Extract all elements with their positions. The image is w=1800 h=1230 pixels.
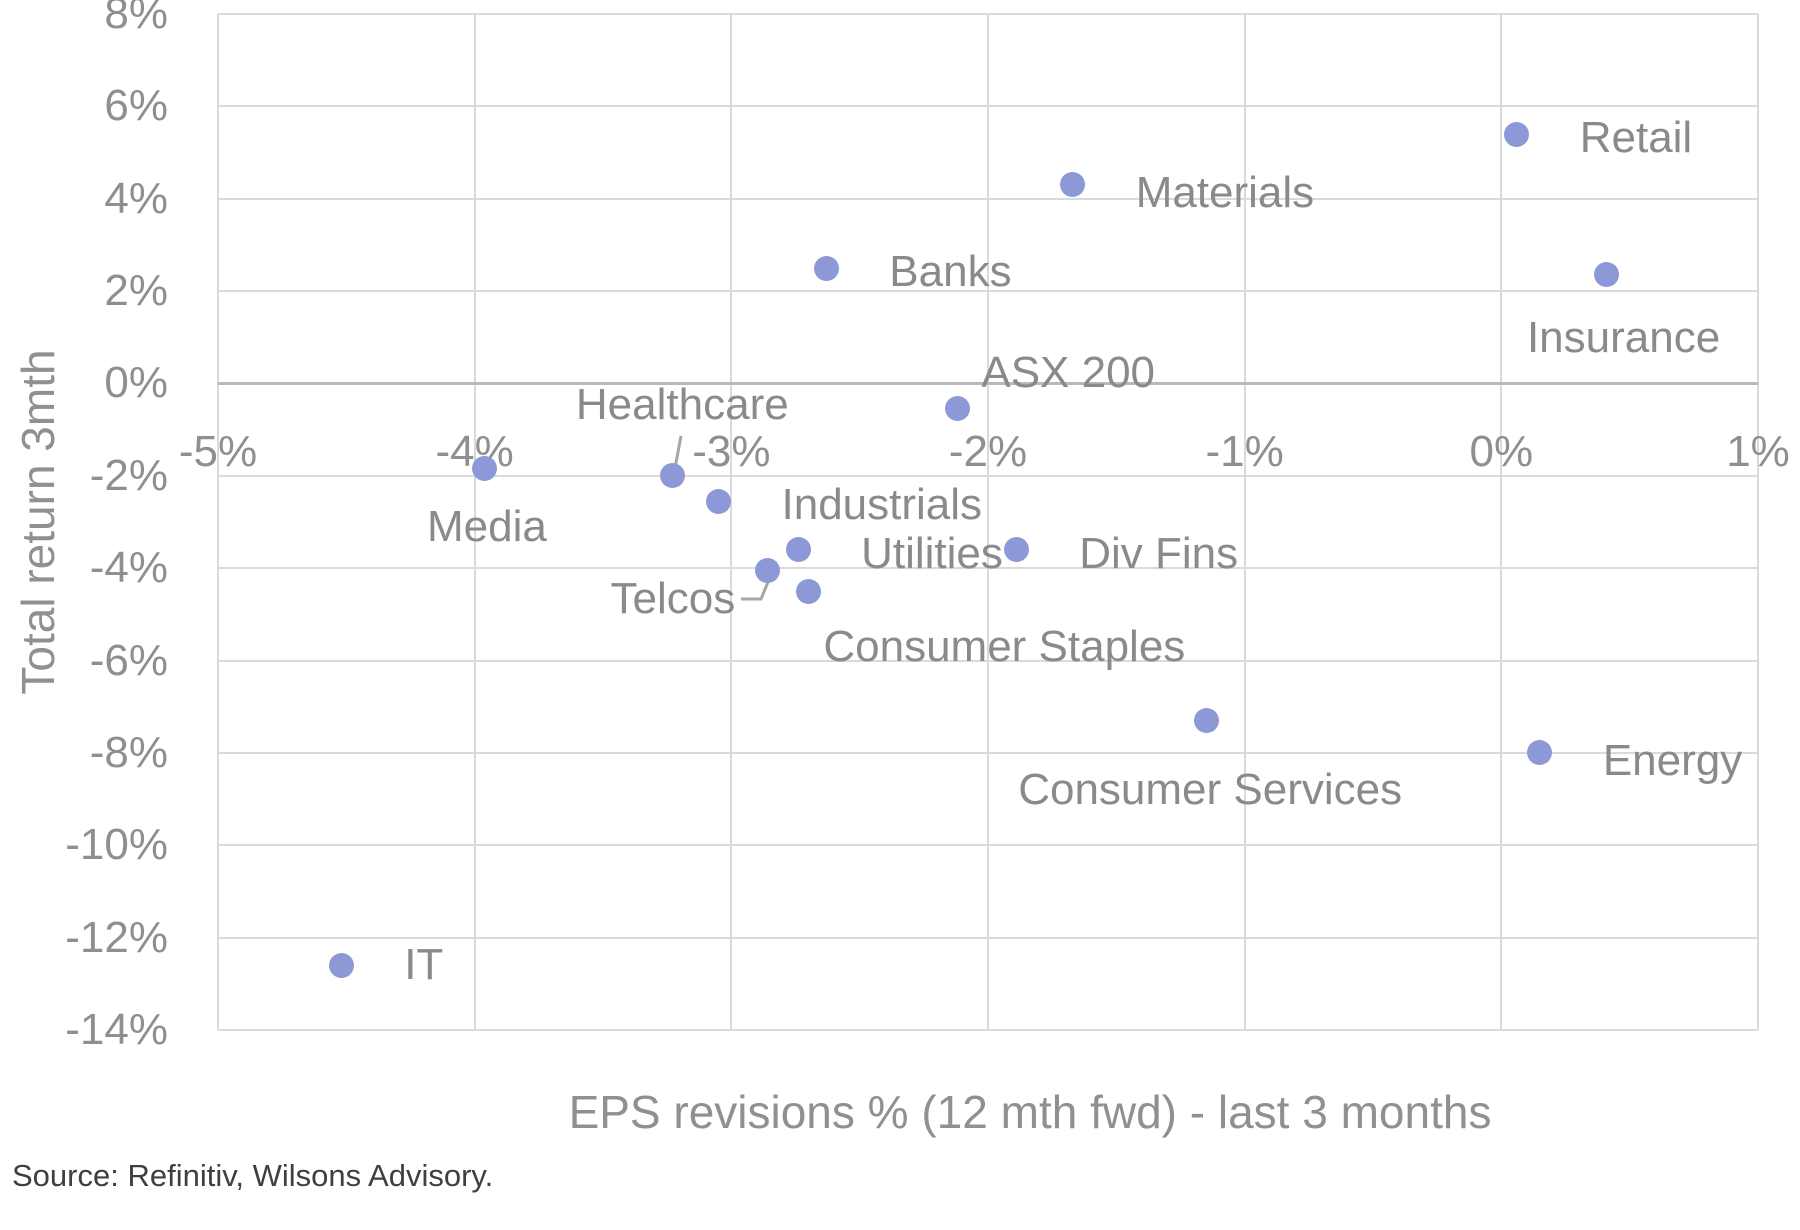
gridline-y--6 bbox=[218, 659, 1758, 662]
data-point-energy bbox=[1527, 740, 1553, 766]
point-label-div-fins: Div Fins bbox=[1079, 528, 1239, 578]
gridline-x-1 bbox=[1757, 14, 1759, 1030]
x-tick-label-1: 1% bbox=[1726, 427, 1790, 476]
data-point-telcos bbox=[754, 557, 780, 583]
data-point-asx-200 bbox=[944, 396, 970, 422]
gridline-y--12 bbox=[218, 936, 1758, 939]
gridline-x--1 bbox=[1243, 14, 1246, 1030]
y-tick-label--12: -12% bbox=[65, 912, 168, 962]
y-tick-label--2: -2% bbox=[89, 450, 168, 500]
data-point-retail bbox=[1504, 121, 1530, 147]
data-point-industrials bbox=[706, 488, 731, 514]
point-label-retail: Retail bbox=[1579, 113, 1693, 163]
gridline-y--8 bbox=[218, 751, 1758, 754]
y-tick-label--14: -14% bbox=[65, 1005, 168, 1054]
x-tick-label--1: -1% bbox=[1205, 427, 1284, 476]
point-label-insurance: Insurance bbox=[1526, 312, 1721, 362]
x-axis-title: EPS revisions % (12 mth fwd) - last 3 mo… bbox=[568, 1086, 1492, 1138]
point-label-energy: Energy bbox=[1602, 735, 1743, 785]
healthcare-leader bbox=[673, 435, 683, 469]
source-note: Source: Refinitiv, Wilsons Advisory. bbox=[12, 1158, 494, 1193]
y-tick-label-4: 4% bbox=[104, 173, 168, 223]
gridline-y-2 bbox=[218, 290, 1758, 293]
data-point-materials bbox=[1060, 172, 1086, 198]
y-tick-label--8: -8% bbox=[89, 727, 168, 777]
x-tick-label-0: 0% bbox=[1469, 427, 1534, 476]
gridline-x-0 bbox=[1500, 14, 1503, 1030]
gridline-y-4 bbox=[218, 197, 1758, 200]
point-label-telcos: Telcos bbox=[610, 574, 736, 624]
data-point-it bbox=[328, 952, 354, 978]
y-tick-label--10: -10% bbox=[65, 820, 168, 870]
data-point-consumer-staples bbox=[795, 578, 821, 604]
gridline-y--14 bbox=[218, 1029, 1758, 1031]
gridline-x--2 bbox=[987, 14, 989, 1030]
x-tick-label--3: -3% bbox=[692, 427, 771, 476]
gridline-y--10 bbox=[218, 844, 1758, 847]
gridline-y-8 bbox=[218, 13, 1758, 15]
x-tick-label--2: -2% bbox=[948, 427, 1028, 476]
gridline-x--3 bbox=[730, 14, 733, 1030]
data-point-banks bbox=[813, 255, 839, 281]
point-label-consumer-services: Consumer Services bbox=[1018, 764, 1403, 814]
point-label-it: IT bbox=[404, 940, 444, 990]
gridline-x--4 bbox=[473, 14, 476, 1030]
point-label-asx-200: ASX 200 bbox=[981, 347, 1156, 397]
data-point-div-fins bbox=[1003, 537, 1029, 563]
point-label-healthcare: Healthcare bbox=[575, 379, 789, 429]
gridline-y--2 bbox=[218, 474, 1758, 477]
data-point-utilities bbox=[785, 537, 811, 563]
y-tick-label--4: -4% bbox=[89, 543, 168, 593]
data-point-media bbox=[472, 456, 498, 482]
point-label-consumer-staples: Consumer Staples bbox=[823, 622, 1186, 672]
telcos-leader bbox=[741, 581, 770, 601]
data-point-healthcare bbox=[659, 463, 685, 489]
point-label-banks: Banks bbox=[889, 247, 1012, 296]
y-tick-label-2: 2% bbox=[104, 266, 168, 316]
point-label-industrials: Industrials bbox=[781, 480, 983, 530]
gridline-y-0 bbox=[218, 382, 1758, 386]
data-point-insurance bbox=[1594, 262, 1620, 288]
gridline-x--5 bbox=[217, 14, 219, 1030]
x-tick-label--5: -5% bbox=[178, 427, 258, 476]
point-label-utilities: Utilities bbox=[861, 528, 1003, 578]
point-label-materials: Materials bbox=[1135, 167, 1315, 217]
point-label-media: Media bbox=[427, 501, 547, 551]
gridline-y--4 bbox=[218, 567, 1758, 570]
y-tick-label-6: 6% bbox=[104, 81, 168, 131]
y-tick-label--6: -6% bbox=[89, 635, 168, 685]
data-point-consumer-services bbox=[1193, 708, 1219, 734]
gridline-y-6 bbox=[218, 105, 1758, 108]
y-tick-label-0: 0% bbox=[104, 358, 168, 408]
y-tick-label-8: 8% bbox=[104, 0, 168, 38]
